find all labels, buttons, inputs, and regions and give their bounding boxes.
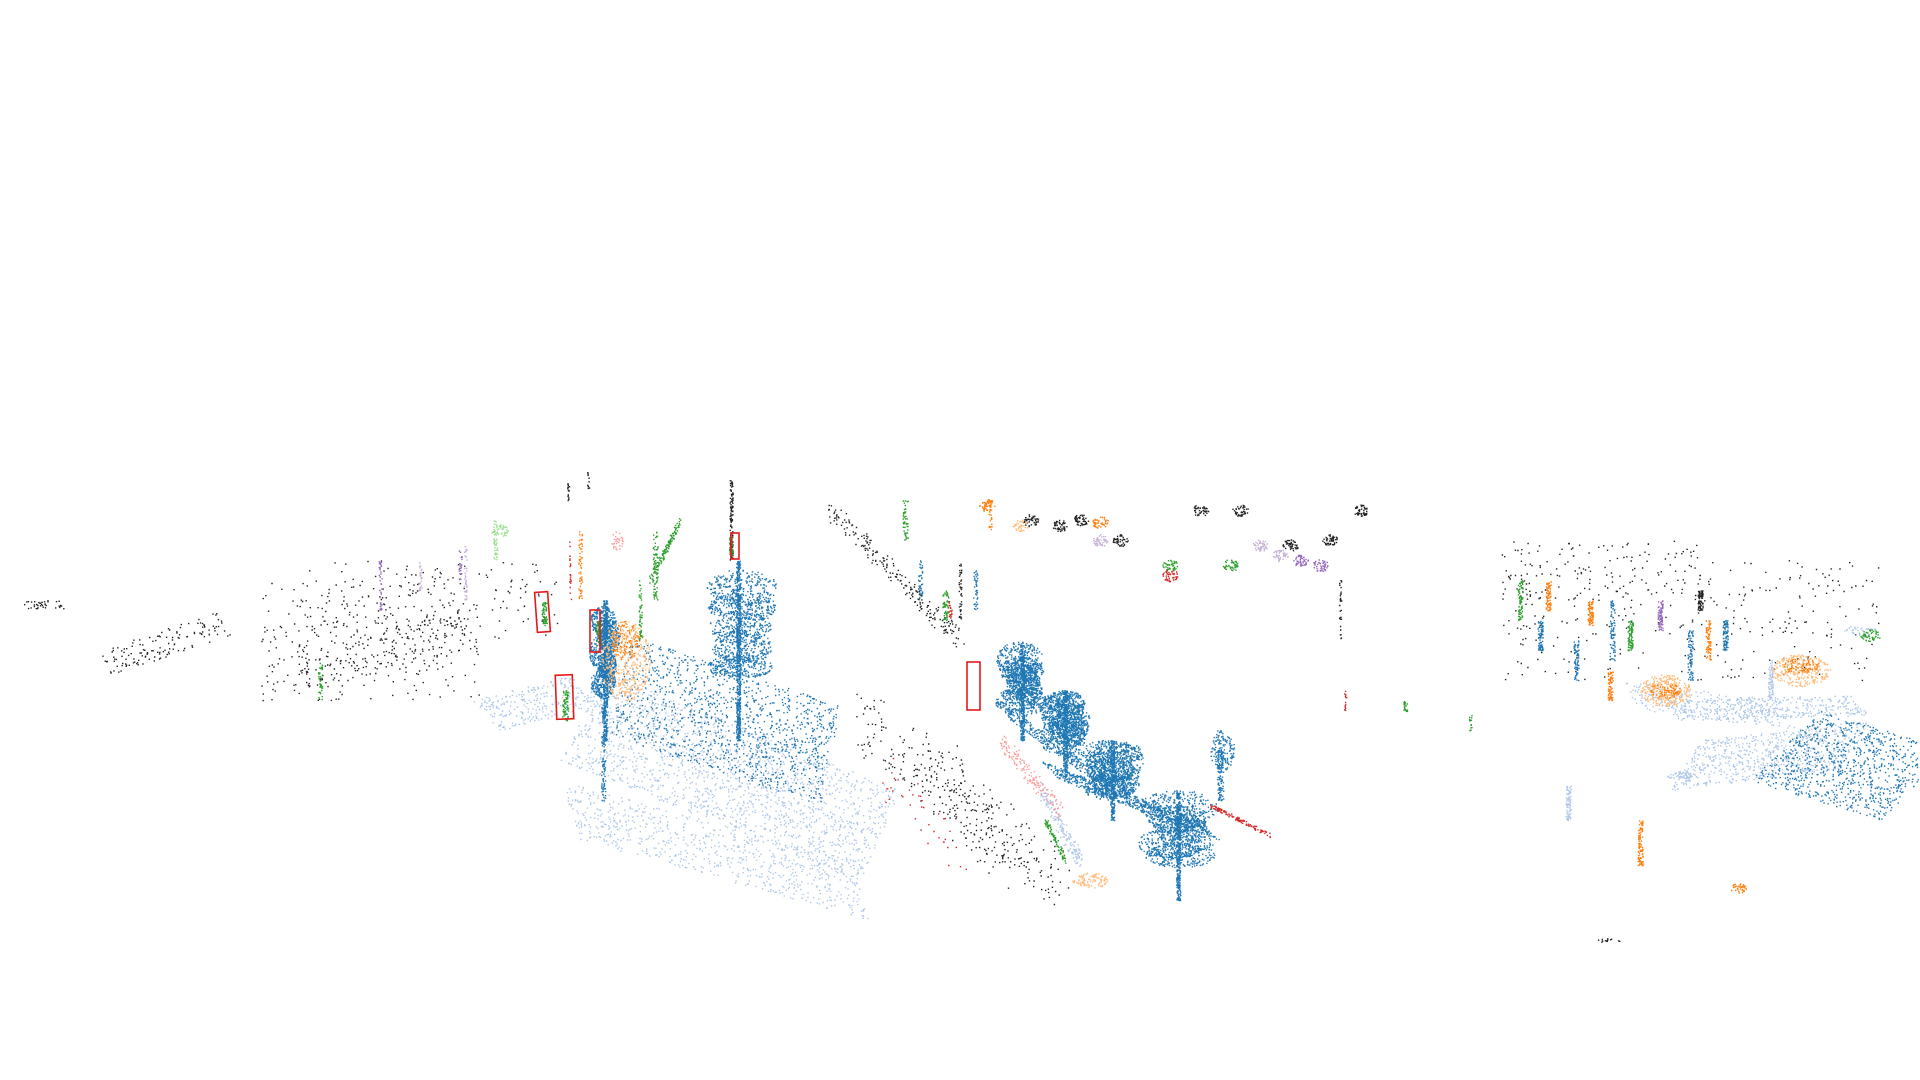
point-cluster-9 xyxy=(569,541,1348,870)
point-cluster-7 xyxy=(418,534,1289,601)
point-cluster-8 xyxy=(491,520,509,561)
highlight-box-1 xyxy=(533,590,552,634)
point-cluster-10 xyxy=(611,531,1064,819)
point-cluster-6 xyxy=(378,550,1664,632)
highlight-boxes xyxy=(533,532,981,721)
highlight-box-4 xyxy=(730,532,740,560)
point-cloud-points xyxy=(24,472,1919,943)
point-cluster-1 xyxy=(473,626,1877,920)
point-cluster-2 xyxy=(589,560,1919,902)
highlight-box-2 xyxy=(589,609,601,653)
point-cluster-0 xyxy=(24,472,1880,943)
highlight-box-5 xyxy=(966,661,981,711)
highlight-box-3 xyxy=(554,673,575,721)
